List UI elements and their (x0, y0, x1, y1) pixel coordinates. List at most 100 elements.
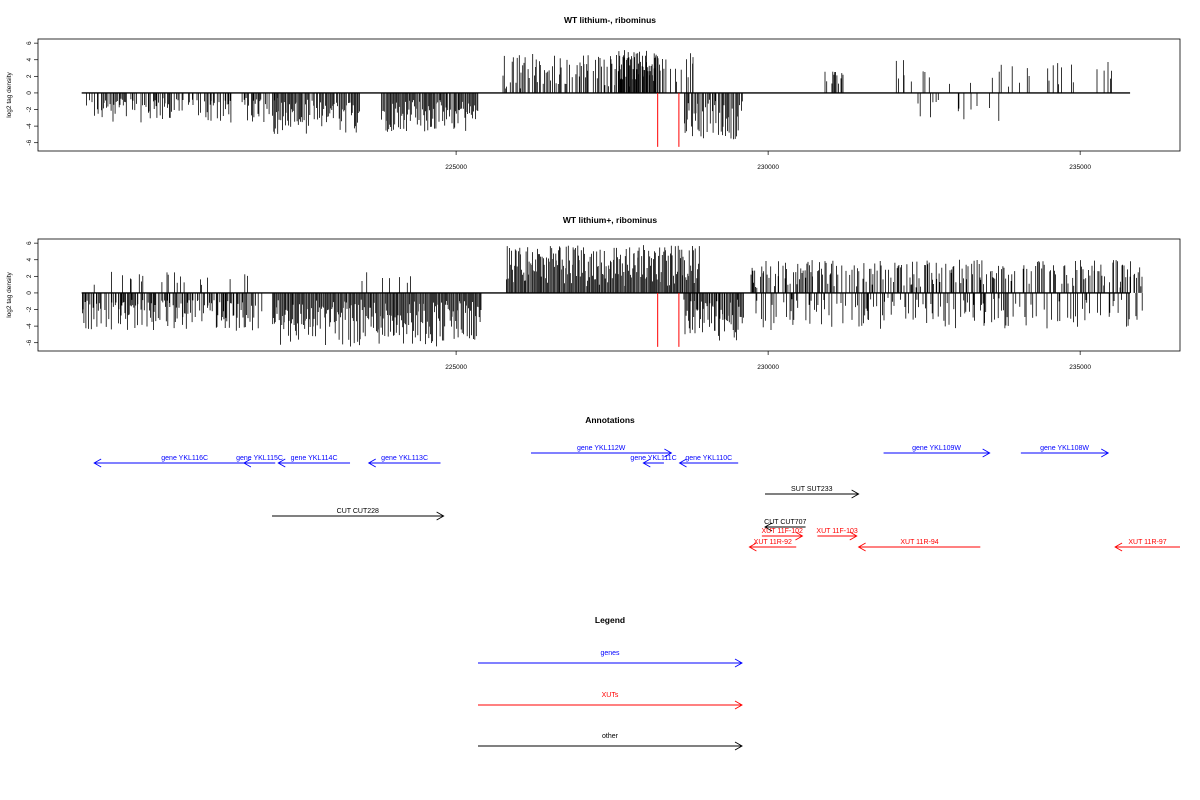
y-tick-label: 6 (26, 241, 33, 245)
x-tick-label: 235000 (1069, 364, 1091, 371)
legend-title: Legend (595, 615, 625, 625)
legend-items: genes XUTs other (478, 650, 743, 751)
annotations-track: Annotations gene YKL116C gene YKL115C gene… (93, 415, 1180, 552)
feature-label: gene YKL111C (630, 455, 676, 462)
legend-item: XUTs (478, 692, 743, 710)
feature-label: XUT 11R-94 (900, 539, 938, 546)
annotation-feature: XUT 11R-97 (1114, 539, 1180, 552)
legend-label: other (602, 733, 619, 740)
feature-label: gene YKL115C (236, 455, 283, 462)
highlight-lines (657, 92, 680, 147)
arrowhead (764, 522, 773, 532)
y-tick-label: -4 (26, 123, 33, 129)
y-tick-label: 4 (26, 58, 33, 62)
arrowhead (664, 448, 673, 458)
x-tick-label: 225000 (445, 364, 467, 371)
arrowhead (1114, 542, 1123, 552)
annotation-feature: gene YKL111C (630, 455, 677, 468)
annotation-feature: gene YKL108W (1020, 445, 1110, 458)
y-tick-label: -6 (26, 339, 33, 345)
annotation-feature: CUT CUT707 (764, 519, 807, 532)
arrowhead (367, 458, 376, 468)
x-tick-label: 230000 (757, 364, 779, 371)
annotation-feature: gene YKL114C (277, 455, 351, 468)
feature-label: gene YKL112W (577, 445, 626, 452)
legend-label: XUTs (602, 692, 619, 699)
legend: Legend genes XUTs other (478, 615, 743, 751)
track-panel-lithium-plus: WT lithium+, ribominus log2 tag density … (6, 215, 1181, 371)
arrowhead (734, 741, 743, 751)
highlight-lines (657, 292, 680, 347)
y-axis: -6 -4 -2 0 2 4 6 (26, 241, 38, 346)
feature-label: gene YKL113C (381, 455, 428, 462)
y-tick-label: 0 (26, 91, 33, 95)
arrowhead (678, 458, 687, 468)
arrowhead (436, 511, 445, 521)
y-tick-label: 6 (26, 41, 33, 45)
arrowhead (277, 458, 286, 468)
feature-label: gene YKL116C (161, 455, 208, 462)
annotation-feature: XUT 11R-92 (748, 539, 797, 552)
plot-frame (37, 238, 1181, 352)
feature-label: CUT CUT228 (337, 508, 379, 515)
arrowhead (795, 531, 804, 541)
plot-frame (37, 38, 1181, 152)
y-axis: -6 -4 -2 0 2 4 6 (26, 41, 38, 146)
legend-label: genes (600, 650, 620, 657)
y-tick-label: -2 (26, 106, 33, 112)
y-tick-label: -2 (26, 306, 33, 312)
feature-label: gene YKL110C (685, 455, 732, 462)
feature-label: XUT 11F-102 (762, 528, 803, 535)
track-panel-lithium-minus: WT lithium-, ribominus log2 tag density … (6, 15, 1181, 171)
y-tick-label: 2 (26, 274, 33, 278)
arrowhead (93, 458, 102, 468)
y-tick-label: 2 (26, 74, 33, 78)
annotation-feature: CUT CUT228 (272, 508, 445, 521)
arrowhead (642, 458, 651, 468)
x-tick-label: 225000 (445, 164, 467, 171)
x-tick-label: 235000 (1069, 164, 1091, 171)
arrowhead (851, 489, 860, 499)
annotation-features: gene YKL116C gene YKL115C gene YKL114C gene… (93, 445, 1180, 552)
feature-label: XUT 11F-103 (816, 528, 857, 535)
annotation-feature: XUT 11F-102 (762, 528, 804, 541)
legend-item: genes (478, 650, 743, 668)
y-axis-label: log2 tag density (6, 71, 13, 117)
panel-title: WT lithium+, ribominus (563, 215, 657, 225)
annotation-feature: gene YKL115C (236, 455, 283, 468)
feature-label: SUT SUT233 (791, 486, 833, 493)
legend-item: other (478, 733, 743, 751)
arrowhead (734, 700, 743, 710)
annotation-feature: gene YKL109W (883, 445, 991, 458)
feature-label: XUT 11R-97 (1128, 539, 1166, 546)
arrowhead (857, 542, 866, 552)
annotation-feature: gene YKL113C (367, 455, 441, 468)
y-tick-label: 4 (26, 258, 33, 262)
x-axis: 225000 230000 235000 (445, 351, 1091, 371)
x-axis: 225000 230000 235000 (445, 151, 1091, 171)
feature-label: gene YKL114C (291, 455, 338, 462)
annotation-feature: gene YKL110C (678, 455, 739, 468)
arrowhead (1101, 448, 1110, 458)
annotation-feature: XUT 11R-94 (857, 539, 981, 552)
arrowhead (849, 531, 858, 541)
feature-label: XUT 11R-92 (754, 539, 792, 546)
annotation-feature: gene YKL112W (530, 445, 673, 458)
annotation-feature: SUT SUT233 (765, 486, 860, 499)
annotations-title: Annotations (585, 415, 635, 425)
arrowhead (734, 658, 743, 668)
arrowhead (243, 458, 252, 468)
y-axis-label: log2 tag density (6, 271, 13, 317)
y-tick-label: -4 (26, 323, 33, 329)
arrowhead (982, 448, 991, 458)
annotation-feature: XUT 11F-103 (816, 528, 858, 541)
feature-label: CUT CUT707 (764, 519, 806, 526)
panel-title: WT lithium-, ribominus (564, 15, 656, 25)
arrowhead (748, 542, 757, 552)
y-tick-label: -6 (26, 139, 33, 145)
x-tick-label: 230000 (757, 164, 779, 171)
density-bars (81, 50, 1131, 140)
density-bars (81, 245, 1143, 347)
feature-label: gene YKL108W (1040, 445, 1089, 452)
